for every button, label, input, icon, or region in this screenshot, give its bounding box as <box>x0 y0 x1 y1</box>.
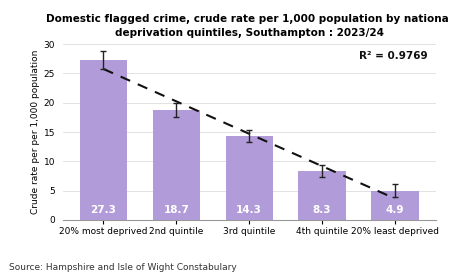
Y-axis label: Crude rate per per 1,000 population: Crude rate per per 1,000 population <box>31 50 40 214</box>
Bar <box>80 60 127 220</box>
Bar <box>371 191 418 220</box>
Title: Domestic flagged crime, crude rate per 1,000 population by national
deprivation : Domestic flagged crime, crude rate per 1… <box>46 15 449 38</box>
Bar <box>153 110 200 220</box>
Bar <box>299 171 346 220</box>
Text: Source: Hampshire and Isle of Wight Constabulary: Source: Hampshire and Isle of Wight Cons… <box>9 263 237 272</box>
Text: R² = 0.9769: R² = 0.9769 <box>360 51 428 61</box>
Text: 4.9: 4.9 <box>386 205 404 215</box>
Bar <box>225 136 273 220</box>
Text: 18.7: 18.7 <box>163 205 189 215</box>
Text: 14.3: 14.3 <box>236 205 262 215</box>
Text: 27.3: 27.3 <box>91 205 116 215</box>
Text: 8.3: 8.3 <box>313 205 331 215</box>
